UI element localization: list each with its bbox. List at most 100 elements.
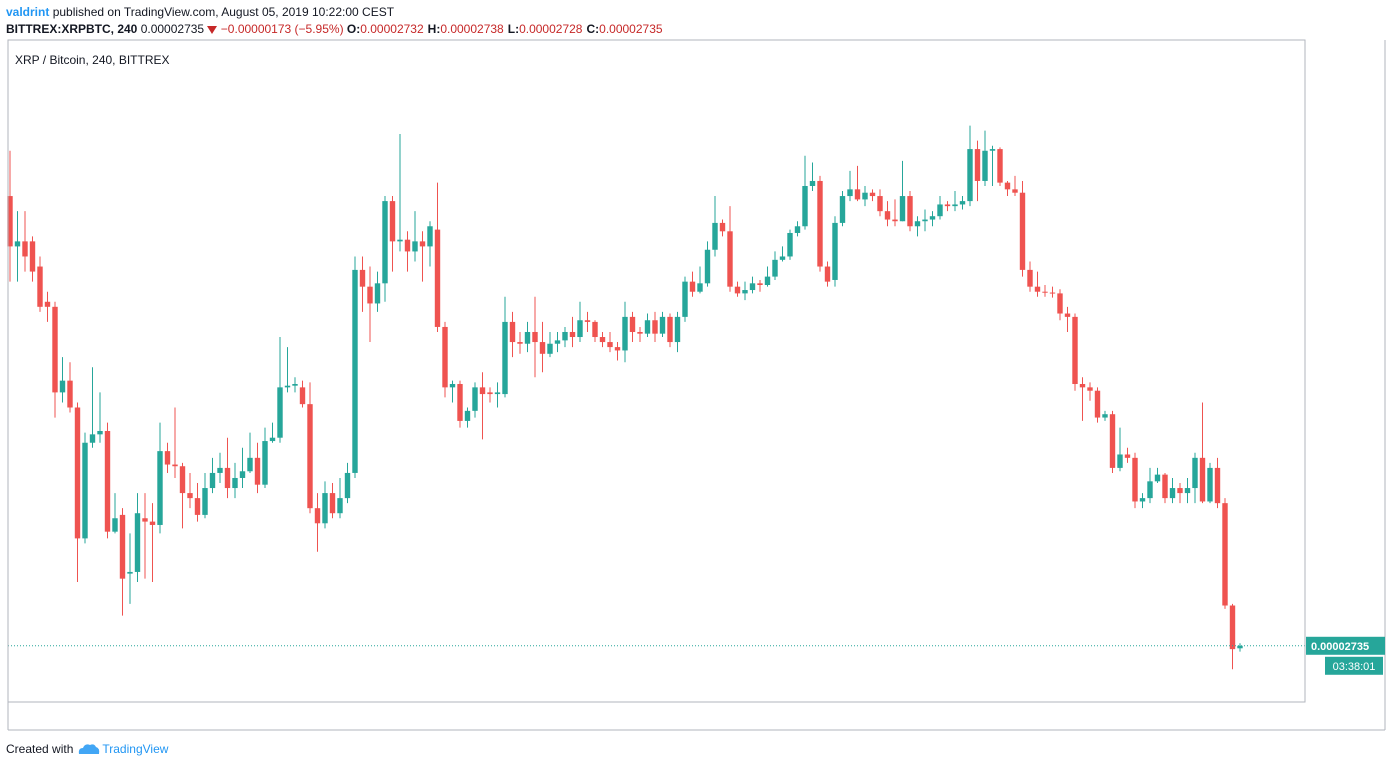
candle-body <box>262 441 268 485</box>
candle-body <box>179 466 186 494</box>
candle-body <box>914 221 921 227</box>
candle-body <box>1057 293 1063 314</box>
candle-body <box>824 266 831 282</box>
candle-body <box>659 316 666 334</box>
candle-body <box>127 571 133 574</box>
candle-body <box>352 269 358 473</box>
candle-body <box>1222 503 1228 606</box>
candle-body <box>832 222 838 280</box>
candle-body <box>614 347 621 351</box>
candle-body <box>157 451 163 525</box>
candle-body <box>299 387 306 405</box>
footer-text: Created with <box>6 742 74 756</box>
candle-body <box>142 518 148 522</box>
candle-body <box>1004 182 1011 190</box>
candle-body <box>809 180 816 186</box>
candle-body <box>779 256 786 260</box>
candle-body <box>727 231 733 287</box>
candle-body <box>599 337 606 343</box>
candle-body <box>112 518 118 532</box>
candle-body <box>82 442 88 539</box>
candle-body <box>547 343 553 354</box>
countdown-badge <box>1325 656 1383 675</box>
price-badge <box>1306 636 1385 655</box>
candle-body <box>314 508 321 524</box>
candle-body <box>1192 457 1198 489</box>
brand[interactable]: TradingView <box>102 742 169 756</box>
candle-body <box>854 189 861 200</box>
candle-body <box>982 150 988 181</box>
candle-body <box>329 493 336 514</box>
candle-body <box>217 467 223 473</box>
candle-body <box>322 493 328 524</box>
candle-body <box>164 451 171 465</box>
candle-body <box>1087 387 1093 391</box>
candle-body <box>584 320 591 322</box>
candle-body <box>1027 269 1033 287</box>
candle-body <box>374 283 381 304</box>
candle-body <box>839 196 846 223</box>
candle-body <box>577 320 583 338</box>
candle-body <box>622 316 628 351</box>
candle-body <box>52 306 58 393</box>
ohlc-key: O: <box>346 22 361 36</box>
candle-body <box>29 241 36 272</box>
last: 0.00002735 <box>140 22 205 36</box>
candle-body <box>802 185 808 227</box>
candle-body <box>952 204 958 207</box>
candle-body <box>899 196 906 222</box>
candle-body <box>202 488 208 515</box>
plot-frame <box>7 39 1306 703</box>
chart-title: XRP / Bitcoin, 240, BITTREX <box>15 53 170 67</box>
candle-body <box>472 387 478 411</box>
candle-body <box>682 281 688 317</box>
candle-body <box>397 239 403 242</box>
candle-body <box>1214 467 1221 504</box>
ohlc: O: 0.00002732 H: 0.00002738 L: 0.00002728 C: 0.… <box>347 22 667 36</box>
candle-body <box>194 498 201 515</box>
logo <box>79 744 100 754</box>
candle-body <box>284 385 291 388</box>
candle-body <box>1132 457 1138 502</box>
candle-body <box>652 320 658 334</box>
ohlc-key: C: <box>586 22 600 36</box>
candle-body <box>292 384 298 386</box>
candle-body <box>1117 454 1123 468</box>
candle-body <box>959 201 966 205</box>
candle-body <box>1237 645 1243 649</box>
candle-body <box>172 464 178 467</box>
candle-body <box>457 384 463 421</box>
candle-body <box>97 430 103 435</box>
candle-body <box>487 392 493 395</box>
author[interactable]: valdrint <box>6 5 50 19</box>
candle-body <box>1177 488 1183 494</box>
candle-body <box>607 342 613 348</box>
candle-body <box>404 239 411 252</box>
candle-body <box>1109 414 1116 468</box>
candle-body <box>442 326 448 388</box>
candle-body <box>757 283 763 285</box>
candle-body <box>1169 488 1176 499</box>
candle-body <box>434 229 441 327</box>
candle-body <box>862 192 868 200</box>
candle-body <box>532 331 538 343</box>
candle-body <box>419 241 426 247</box>
candle-body <box>719 222 726 232</box>
candle-body <box>937 204 943 217</box>
candle-body <box>1229 605 1236 650</box>
candle-body <box>997 149 1003 183</box>
candle-body <box>254 457 261 485</box>
ohlc-value: 0.00002735 <box>599 22 663 36</box>
candle-body <box>734 286 741 294</box>
candle-body <box>794 226 801 233</box>
candle-body <box>524 331 531 344</box>
candle-body <box>1162 474 1168 499</box>
candle-body <box>749 283 756 291</box>
candle-body <box>877 196 883 212</box>
candle-body <box>637 331 643 334</box>
candle-body <box>967 149 973 202</box>
candle-body <box>1184 488 1191 494</box>
publish-line: valdrint published on TradingView.com, A… <box>6 5 394 19</box>
candle-body <box>517 342 523 344</box>
